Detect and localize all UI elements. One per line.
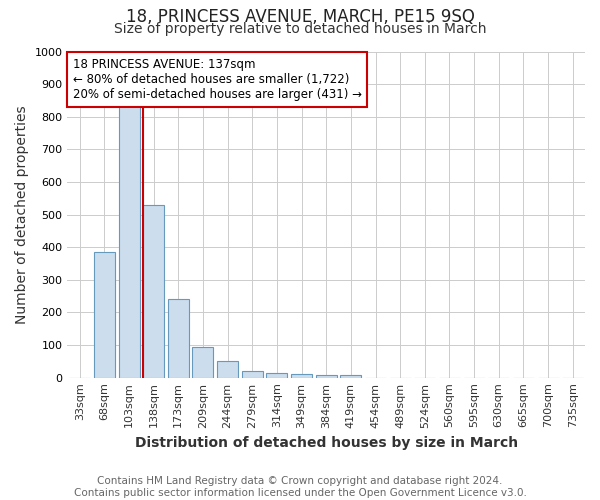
Text: 18, PRINCESS AVENUE, MARCH, PE15 9SQ: 18, PRINCESS AVENUE, MARCH, PE15 9SQ <box>125 8 475 26</box>
Bar <box>94 252 115 378</box>
Bar <box>217 362 238 378</box>
Bar <box>242 371 263 378</box>
Bar <box>291 374 312 378</box>
Bar <box>168 298 189 378</box>
Bar <box>193 348 214 378</box>
Text: Contains HM Land Registry data © Crown copyright and database right 2024.
Contai: Contains HM Land Registry data © Crown c… <box>74 476 526 498</box>
Bar <box>266 373 287 378</box>
Bar <box>316 375 337 378</box>
Bar <box>119 106 140 378</box>
Bar <box>340 375 361 378</box>
Text: 18 PRINCESS AVENUE: 137sqm
← 80% of detached houses are smaller (1,722)
20% of s: 18 PRINCESS AVENUE: 137sqm ← 80% of deta… <box>73 58 362 101</box>
Bar <box>143 205 164 378</box>
X-axis label: Distribution of detached houses by size in March: Distribution of detached houses by size … <box>134 436 518 450</box>
Text: Size of property relative to detached houses in March: Size of property relative to detached ho… <box>114 22 486 36</box>
Y-axis label: Number of detached properties: Number of detached properties <box>15 106 29 324</box>
